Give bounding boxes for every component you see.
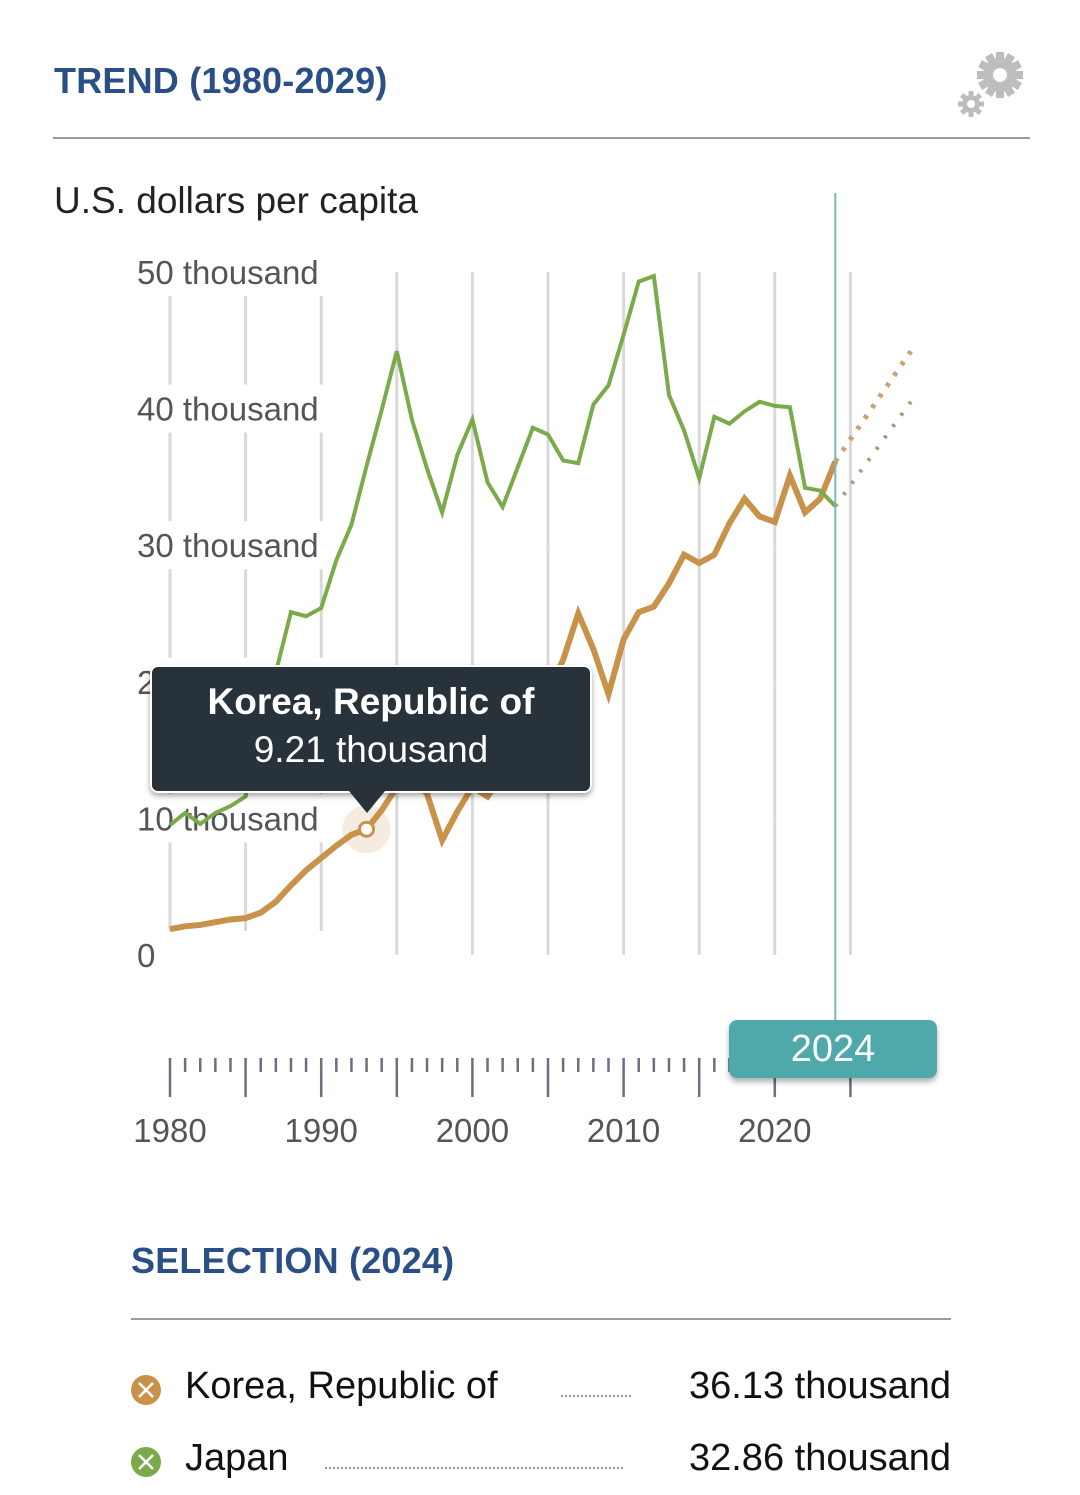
x-tick-label: 2020 xyxy=(738,1112,811,1149)
y-tick-label: 0 xyxy=(137,937,155,974)
remove-japan-icon[interactable] xyxy=(131,1447,161,1477)
legend-item-korea[interactable]: Korea, Republic of 36.13 thousand xyxy=(131,1365,951,1415)
tooltip-pointer xyxy=(349,791,385,813)
trend-title: TREND (1980-2029) xyxy=(54,60,388,101)
x-tick-label: 2000 xyxy=(436,1112,509,1149)
series-line-japan xyxy=(168,273,837,827)
remove-korea-icon[interactable] xyxy=(131,1375,161,1405)
gears-icon[interactable] xyxy=(950,48,1030,128)
x-tick-label: 2010 xyxy=(587,1112,660,1149)
y-tick-label: 30 thousand xyxy=(137,527,319,564)
legend-item-japan[interactable]: Japan 32.86 thousand xyxy=(131,1437,951,1487)
x-tick-label: 1990 xyxy=(284,1112,357,1149)
leader-dots xyxy=(561,1395,631,1397)
y-tick-label: 40 thousand xyxy=(137,391,319,428)
tooltip-value: 9.21 thousand xyxy=(253,729,489,770)
legend-name: Japan xyxy=(185,1437,289,1479)
legend-name: Korea, Republic of xyxy=(185,1365,498,1407)
selection-title: SELECTION (2024) xyxy=(131,1240,455,1281)
projection-line xyxy=(833,349,913,463)
selection-divider xyxy=(131,1318,951,1320)
tooltip-series: Korea, Republic of xyxy=(207,681,535,722)
x-tick-label: 1980 xyxy=(133,1112,206,1149)
legend-value: 36.13 thousand xyxy=(688,1365,951,1407)
title-divider xyxy=(53,137,1030,139)
projection-line xyxy=(833,400,913,508)
y-tick-label: 50 thousand xyxy=(137,254,319,291)
legend-value: 32.86 thousand xyxy=(688,1437,951,1479)
highlight-point xyxy=(358,820,376,838)
data-tooltip: Korea, Republic of 9.21 thousand xyxy=(150,665,592,813)
leader-dots xyxy=(325,1467,623,1469)
selected-year-handle[interactable]: 2024 xyxy=(729,1020,937,1078)
y-axis-unit-label: U.S. dollars per capita xyxy=(54,180,419,221)
